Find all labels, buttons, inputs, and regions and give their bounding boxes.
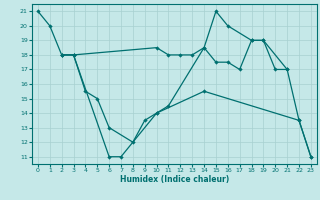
X-axis label: Humidex (Indice chaleur): Humidex (Indice chaleur)	[120, 175, 229, 184]
